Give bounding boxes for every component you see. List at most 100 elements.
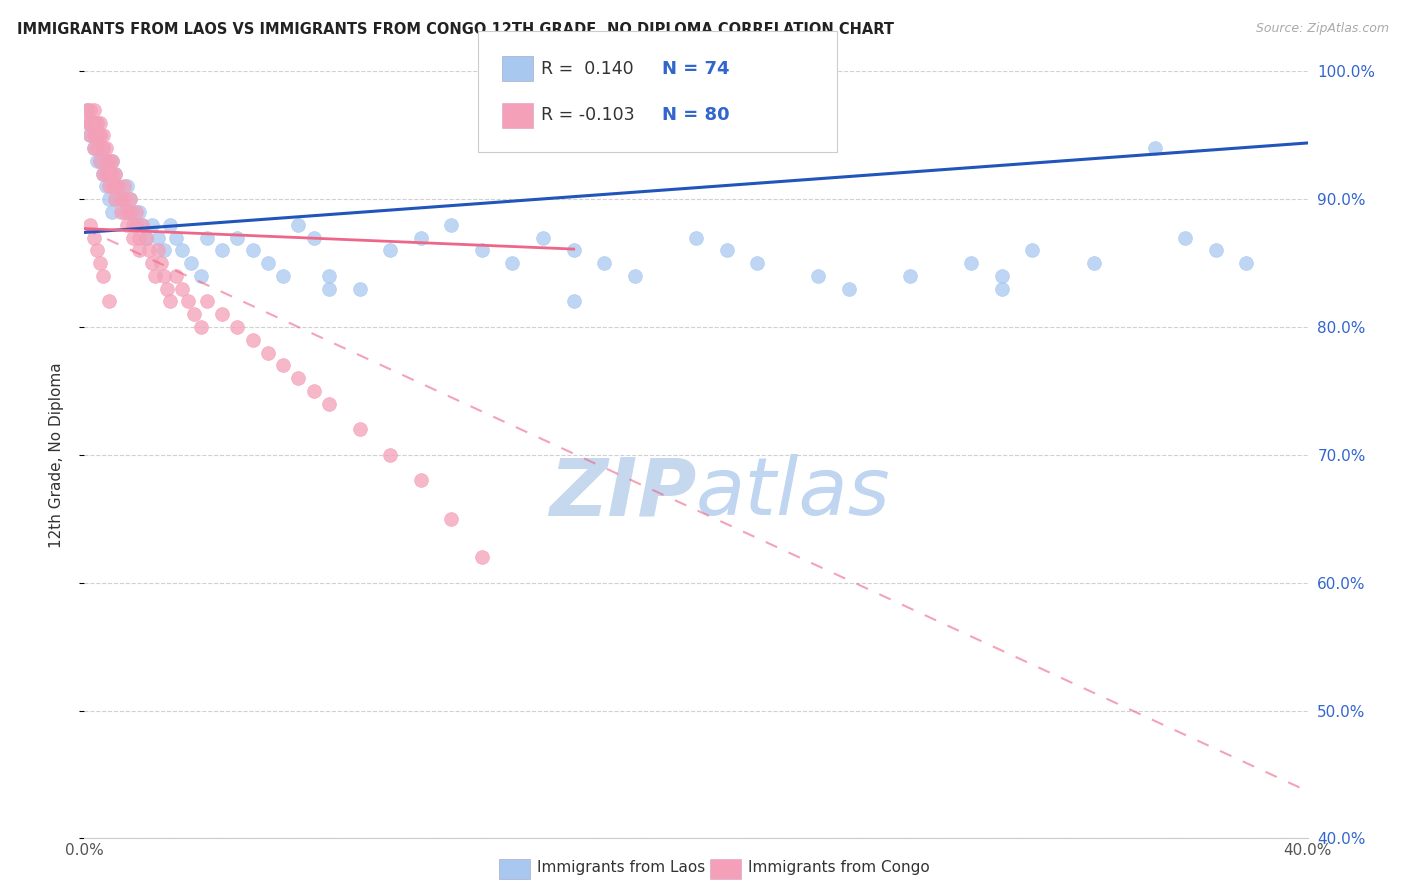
Point: [115, 205, 138, 219]
Point: [440, 218, 463, 232]
Point: [122, 230, 145, 244]
Point: [125, 218, 148, 232]
Point: [141, 218, 163, 232]
Point: [302, 230, 325, 244]
Point: [104, 179, 127, 194]
Point: [83, 230, 105, 244]
Point: [156, 282, 179, 296]
Text: Source: ZipAtlas.com: Source: ZipAtlas.com: [1256, 22, 1389, 36]
Point: [86, 141, 108, 155]
Point: [1021, 244, 1043, 258]
Point: [91, 167, 114, 181]
Point: [165, 230, 187, 244]
Point: [128, 230, 150, 244]
Point: [97, 167, 120, 181]
Point: [101, 167, 124, 181]
Point: [128, 205, 150, 219]
Point: [409, 474, 432, 488]
Point: [190, 320, 212, 334]
Point: [83, 128, 105, 143]
Text: Immigrants from Congo: Immigrants from Congo: [748, 861, 929, 875]
Point: [409, 230, 432, 244]
Text: Immigrants from Laos: Immigrants from Laos: [537, 861, 706, 875]
Point: [226, 230, 249, 244]
Point: [97, 153, 120, 168]
Point: [287, 371, 309, 385]
Point: [79, 218, 101, 232]
Point: [79, 115, 101, 129]
Point: [1174, 230, 1197, 244]
Point: [94, 141, 117, 155]
Point: [159, 218, 181, 232]
Point: [86, 244, 108, 258]
Point: [120, 192, 142, 206]
Point: [76, 103, 98, 117]
Point: [257, 256, 280, 270]
Point: [135, 230, 157, 244]
Point: [318, 282, 340, 296]
Point: [1143, 141, 1166, 155]
Point: [318, 268, 340, 283]
Point: [593, 256, 616, 270]
Point: [122, 218, 145, 232]
Point: [271, 359, 294, 373]
Point: [112, 179, 135, 194]
Point: [747, 256, 769, 270]
Point: [86, 115, 108, 129]
Point: [83, 128, 105, 143]
Point: [86, 115, 108, 129]
Point: [172, 244, 194, 258]
Point: [115, 218, 138, 232]
Point: [138, 244, 160, 258]
Point: [83, 115, 105, 129]
Point: [128, 244, 150, 258]
Point: [94, 153, 117, 168]
Point: [153, 268, 176, 283]
Point: [76, 115, 98, 129]
Point: [211, 307, 233, 321]
Point: [83, 141, 105, 155]
Point: [76, 103, 98, 117]
Point: [86, 153, 108, 168]
Text: ZIP: ZIP: [548, 454, 696, 533]
Point: [1236, 256, 1258, 270]
Point: [120, 205, 142, 219]
Point: [177, 294, 200, 309]
Point: [502, 256, 524, 270]
Point: [153, 244, 176, 258]
Point: [83, 115, 105, 129]
Point: [125, 205, 148, 219]
Point: [89, 115, 111, 129]
Point: [79, 128, 101, 143]
Point: [91, 268, 114, 283]
Point: [110, 192, 132, 206]
Text: N = 74: N = 74: [662, 60, 730, 78]
Point: [94, 167, 117, 181]
Point: [107, 179, 129, 194]
Point: [107, 179, 129, 194]
Point: [101, 205, 124, 219]
Point: [104, 192, 127, 206]
Point: [172, 282, 194, 296]
Point: [83, 141, 105, 155]
Point: [115, 179, 138, 194]
Point: [380, 244, 402, 258]
Point: [94, 153, 117, 168]
Point: [471, 244, 494, 258]
Text: N = 80: N = 80: [662, 106, 730, 124]
Point: [101, 153, 124, 168]
Point: [1205, 244, 1227, 258]
Point: [91, 167, 114, 181]
Point: [101, 179, 124, 194]
Point: [257, 345, 280, 359]
Point: [89, 128, 111, 143]
Text: R = -0.103: R = -0.103: [541, 106, 636, 124]
Point: [183, 307, 205, 321]
Point: [97, 179, 120, 194]
Point: [165, 268, 187, 283]
Point: [79, 103, 101, 117]
Point: [104, 167, 127, 181]
Point: [287, 218, 309, 232]
Point: [146, 230, 169, 244]
Point: [180, 256, 202, 270]
